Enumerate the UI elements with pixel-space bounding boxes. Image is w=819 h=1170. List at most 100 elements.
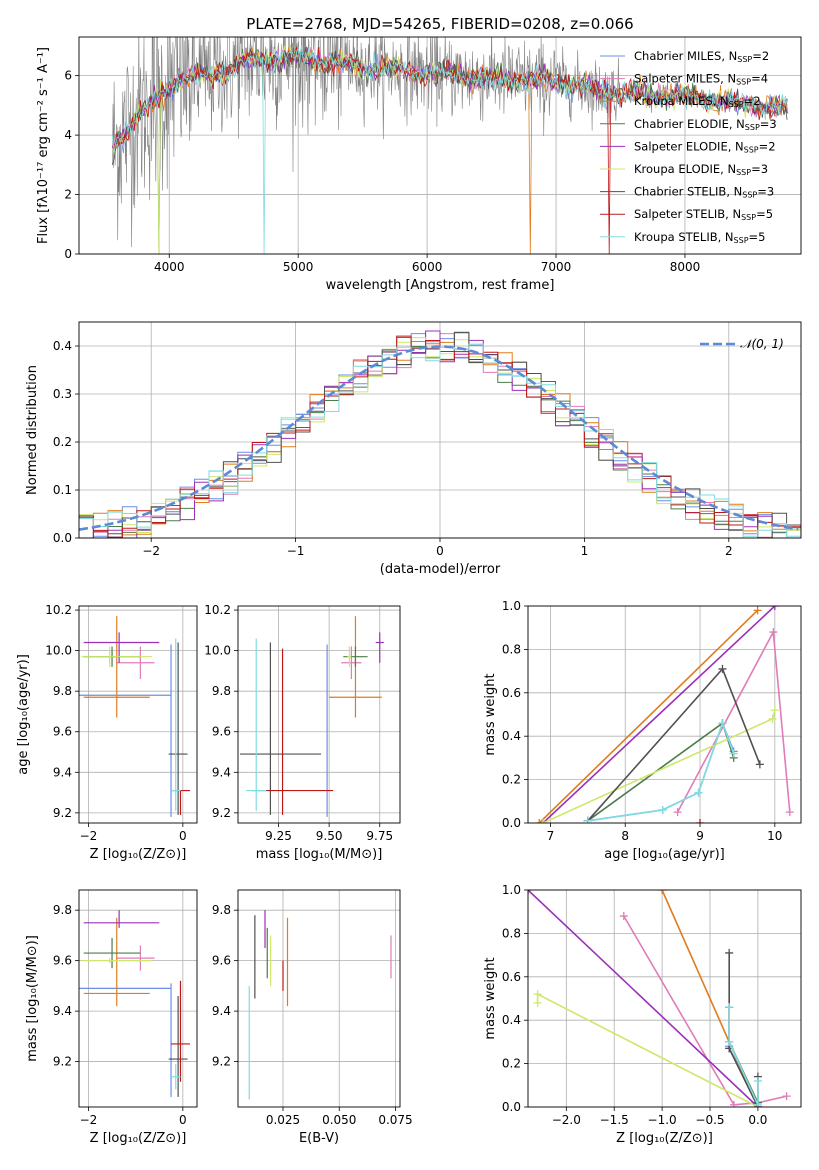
weight_vs_Z-ytick-label: 0.0 (502, 1100, 521, 1114)
weight_vs_Z-marker (725, 948, 734, 957)
age_vs_Z-ytick-label: 9.6 (53, 725, 72, 739)
mass_vs_ebv-xlabel: E(B-V) (299, 1131, 339, 1146)
weight_vs_age-series-4 (542, 606, 776, 823)
age_vs_mass-xlabel: mass [log₁₀(M/M⊙)] (256, 847, 383, 862)
mass_vs_ebv-ytick-label: 9.6 (212, 954, 231, 968)
weight_vs_age-xtick-label: 10 (767, 829, 782, 843)
weight_vs_Z-marker (533, 990, 542, 999)
mass_vs_ebv-ytick-label: 9.8 (212, 903, 231, 917)
age_vs_mass-ytick-label: 9.4 (212, 765, 231, 779)
residuals-ytick-label: 0.3 (53, 387, 72, 401)
spectrum-legend-label: Salpeter STELIB, NSSP=5 (634, 207, 773, 222)
weight_vs_age-ytick-label: 0.8 (502, 642, 521, 656)
mass_vs_Z-frame (78, 889, 198, 1108)
residuals-plot-area (79, 330, 801, 538)
age_vs_Z-ytick-label: 9.4 (53, 765, 72, 779)
spectrum-model-line-8 (112, 45, 788, 254)
weight_vs_age-marker (785, 808, 794, 817)
weight_vs_age-xtick-label: 9 (696, 829, 704, 843)
mass_vs_Z-ytick-label: 9.6 (53, 954, 72, 968)
residuals-xtick-label: −2 (142, 544, 160, 558)
age_vs_mass-ytick-label: 9.6 (212, 725, 231, 739)
weight_vs_age-ytick-label: 0.0 (502, 816, 521, 830)
weight_vs_Z-frame (527, 889, 802, 1108)
weight_vs_Z-marker (619, 912, 628, 921)
weight_vs_Z-marker (725, 1003, 734, 1012)
weight_vs_age-marker (755, 760, 764, 769)
age_vs_Z-ytick-label: 9.8 (53, 684, 72, 698)
weight_vs_age-xlabel: age [log₁₀(age/yr)] (604, 847, 725, 862)
residuals-xtick-label: 0 (436, 544, 444, 558)
mass_vs_Z-ytick-label: 9.8 (53, 903, 72, 917)
age_vs_mass-xtick-label: 9.75 (366, 829, 393, 843)
spectrum-legend-label: Kroupa MILES, NSSP=2 (634, 94, 761, 109)
weight_vs_age-ytick-label: 0.6 (502, 686, 521, 700)
mass_vs_ebv-frame (237, 889, 401, 1108)
weight_vs_age-series-5 (542, 710, 776, 823)
age_vs_Z-ytick-label: 10.2 (45, 603, 72, 617)
weight_vs_age-marker (718, 664, 727, 673)
spectrum-legend-label: Kroupa STELIB, NSSP=5 (634, 230, 766, 245)
mass_vs_Z-xtick-label: 0 (179, 1113, 187, 1127)
weight_vs_age-marker (753, 606, 762, 615)
age_vs_Z-ytick-label: 9.2 (53, 806, 72, 820)
mass_vs_ebv-xtick-label: 0.075 (378, 1113, 412, 1127)
spectrum-xtick-label: 8000 (670, 260, 701, 274)
spectrum-legend-label: Chabrier MILES, NSSP=2 (634, 49, 769, 64)
weight_vs_age-marker (694, 788, 703, 797)
weight_vs_Z-marker (729, 1100, 738, 1107)
weight_vs_age-xtick-label: 8 (621, 829, 629, 843)
weight_vs_Z-series-4 (528, 890, 759, 1107)
age_vs_mass-ytick-label: 10.0 (204, 644, 231, 658)
weight_vs_age-marker (673, 808, 682, 817)
spectrum-xtick-label: 7000 (541, 260, 572, 274)
age_vs_mass-xtick-label: 9.25 (265, 829, 292, 843)
weight_vs_Z-series-1 (623, 915, 787, 1106)
weight_vs_age-marker (538, 819, 547, 823)
residuals-ytick-label: 0.1 (53, 483, 72, 497)
spectrum-legend-label: Chabrier STELIB, NSSP=3 (634, 185, 774, 200)
weight_vs_age-marker (729, 749, 738, 758)
age_vs_mass-xtick-label: 9.50 (316, 829, 343, 843)
weight_vs_age-marker (718, 719, 727, 728)
mass_vs_Z-ytick-label: 9.4 (53, 1004, 72, 1018)
weight_vs_Z-xtick-label: 0.0 (748, 1113, 767, 1127)
age_vs_Z-frame (78, 605, 198, 824)
weight_vs_Z-ytick-label: 0.2 (502, 1057, 521, 1071)
spectrum-legend-label: Chabrier ELODIE, NSSP=3 (634, 117, 777, 132)
weight_vs_age-marker (770, 606, 779, 610)
weight_vs_Z-marker (725, 1037, 734, 1046)
weight_vs_age-marker (696, 819, 705, 823)
weight_vs_Z-series-0 (728, 1007, 759, 1104)
weight_vs_Z-xtick-label: −1.0 (648, 1113, 677, 1127)
age_vs_Z-plot-area (79, 616, 190, 817)
spectrum-xtick-label: 4000 (154, 260, 185, 274)
mass_vs_Z-ylabel: mass [log₁₀(M/M⊙)] (25, 935, 40, 1062)
weight_vs_age-marker (769, 628, 778, 637)
weight_vs_age-frame (527, 605, 802, 824)
weight_vs_age-ylabel: mass weight (483, 673, 498, 755)
age_vs_mass-ytick-label: 9.2 (212, 806, 231, 820)
weight_vs_age-marker (583, 816, 592, 823)
age_vs_Z-ylabel: age [log₁₀(age/yr)] (16, 654, 31, 775)
figure-title: PLATE=2768, MJD=54265, FIBERID=0208, z=0… (246, 15, 633, 33)
weight_vs_Z-ylabel: mass weight (483, 957, 498, 1039)
weight_vs_Z-plot-area (528, 890, 791, 1107)
residuals-ytick-label: 0.4 (53, 339, 72, 353)
spectrum-xtick-label: 6000 (412, 260, 443, 274)
weight_vs_Z-ytick-label: 1.0 (502, 883, 521, 897)
age_vs_Z-ytick-label: 10.0 (45, 644, 72, 658)
spectrum-legend-label: Salpeter MILES, NSSP=4 (634, 72, 768, 87)
residuals-xtick-label: 1 (581, 544, 589, 558)
age_vs_mass-ytick-label: 10.2 (204, 603, 231, 617)
weight_vs_age-marker (658, 805, 667, 814)
weight_vs_Z-xtick-label: −2.0 (552, 1113, 581, 1127)
mass_vs_ebv-xtick-label: 0.025 (266, 1113, 300, 1127)
mass_vs_ebv-xtick-label: 0.050 (322, 1113, 356, 1127)
age_vs_Z-xtick-label: 0 (179, 829, 187, 843)
residuals-ytick-label: 0.0 (53, 531, 72, 545)
age_vs_mass-plot-area (240, 616, 384, 817)
weight_vs_age-xtick-label: 7 (547, 829, 555, 843)
weight_vs_Z-marker (753, 1076, 762, 1085)
